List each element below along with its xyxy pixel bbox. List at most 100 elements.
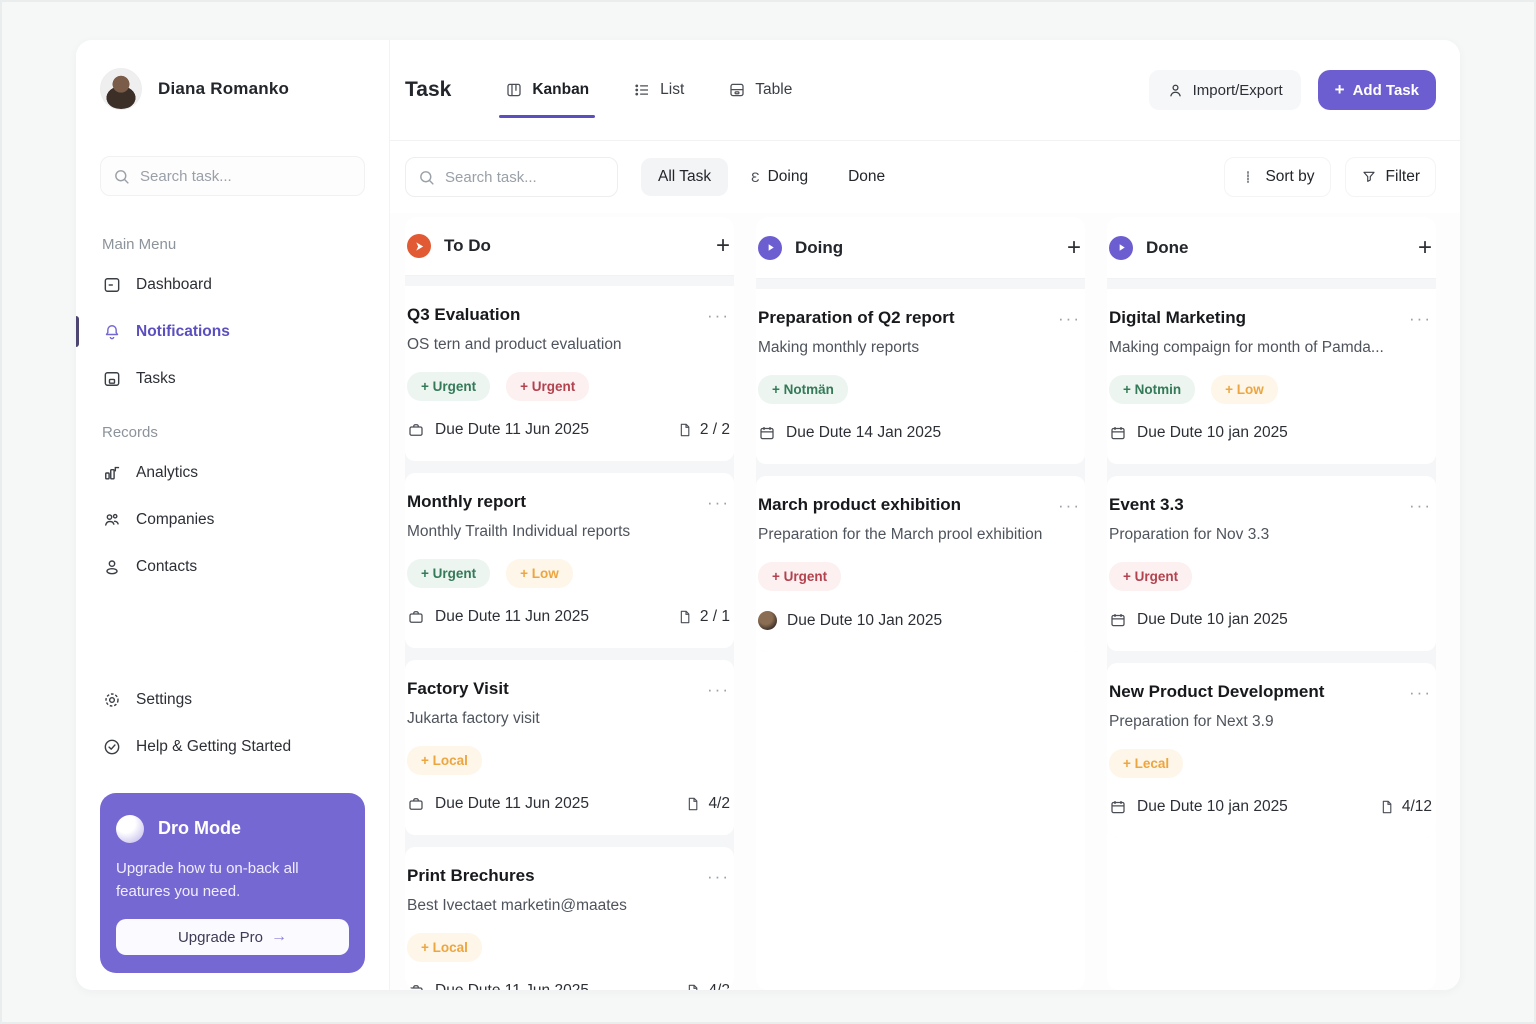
card-description: Monthly Trailth Individual reports [407,523,631,541]
tag-urgent[interactable]: + Urgent [1109,562,1193,591]
task-search-input[interactable] [445,168,605,186]
card-title: Preparation of Q2 report [758,308,955,327]
subtask-count: 2 / 2 [677,421,730,439]
task-card[interactable]: Preparation of Q2 report ··· Making mont… [756,289,1085,464]
card-title: Monthly report [407,492,526,512]
tag-urgent[interactable]: + Urgent [506,372,590,402]
sidebar-item-notifications[interactable]: Notifications [76,308,365,355]
tag-urgent[interactable]: + Urgent [407,372,491,402]
column-to-do: To Do + Q3 Evaluation ··· OS tern and pr… [405,217,734,990]
tab-label: List [660,81,685,98]
tag-lecal[interactable]: + Lecal [1109,749,1184,778]
card-title: Q3 Evaluation [407,305,521,325]
user-name: Diana Romanko [158,79,290,98]
tag-urgent[interactable]: + Urgent [758,562,842,591]
ellipsis-icon[interactable]: ··· [707,680,730,700]
ellipsis-icon[interactable]: ··· [1409,683,1432,702]
column-cards: Preparation of Q2 report ··· Making mont… [756,279,1085,652]
arrow-right-icon: → [271,928,288,945]
filter-button[interactable]: Filter [1344,157,1436,197]
done-status-icon [1109,235,1133,260]
task-card[interactable]: Print Brechures ··· Best Ivectaet market… [405,847,734,990]
ellipsis-icon[interactable]: ··· [1058,496,1081,515]
sidebar-item-label: Notifications [136,322,230,340]
ellipsis-icon[interactable]: ··· [707,493,730,513]
calendar-icon [1109,611,1127,629]
filter-chip-all-task[interactable]: All Task [641,158,729,196]
ellipsis-icon[interactable]: ··· [1409,496,1432,515]
tag-urgent[interactable]: + Urgent [407,559,491,589]
add-task-button[interactable]: + Add Task [1317,70,1436,110]
ellipsis-icon[interactable]: ··· [707,306,730,326]
kanban-icon [505,81,523,99]
ellipsis-icon[interactable]: ··· [707,867,730,887]
funnel-icon [1361,169,1377,185]
bar-chart-icon [102,463,122,483]
board-toolbar: All Task Ɛ Doing Done Sort by [390,141,1460,213]
tag-low[interactable]: + Low [506,559,573,589]
due-date-text: Due Dute 10 jan 2025 [1137,611,1288,628]
add-card-button[interactable]: + [715,232,730,260]
sort-by-button[interactable]: Sort by [1224,157,1331,197]
section-label-records: Records [102,424,158,441]
add-card-button[interactable]: + [1417,233,1432,261]
sidebar-search[interactable] [100,156,365,196]
tab-kanban[interactable]: Kanban [499,40,595,140]
header-actions: Import/Export + Add Task [1148,70,1436,110]
task-card[interactable]: Q3 Evaluation ··· OS tern and product ev… [405,286,734,462]
tab-table[interactable]: Table [728,40,792,140]
task-card[interactable]: Digital Marketing ··· Making compaign fo… [1107,289,1436,464]
people-icon [102,510,122,530]
sidebar-item-label: Settings [136,691,193,708]
subtask-count-text: 4/12 [1401,798,1432,815]
tag-notman[interactable]: + Notmän [758,375,848,404]
ellipsis-icon[interactable]: ··· [1058,309,1081,328]
task-card[interactable]: Event 3.3 ··· Proparation for Nov 3.3 + … [1107,476,1436,651]
page-title: Task [405,78,452,101]
subtask-count: 4/2 [685,795,730,813]
main-area: Task Kanban List [390,40,1460,990]
import-export-button[interactable]: Import/Export [1148,70,1301,110]
doing-glyph-icon: Ɛ [751,169,760,185]
sidebar-item-companies[interactable]: Companies [100,496,365,543]
user-profile[interactable]: Diana Romanko [100,68,365,110]
sidebar-item-contacts[interactable]: Contacts [100,543,365,590]
search-icon [418,169,435,186]
sidebar-search-input[interactable] [140,167,352,185]
tab-list[interactable]: List [633,40,684,140]
upgrade-pro-button[interactable]: Upgrade Pro → [116,919,349,955]
sidebar-item-dashboard[interactable]: Dashboard [100,261,365,308]
sidebar-item-label: Contacts [136,557,198,575]
card-description: OS tern and product evaluation [407,336,622,354]
task-card[interactable]: New Product Development ··· Preparation … [1107,663,1436,838]
column-title: To Do [444,236,491,256]
filter-chip-doing[interactable]: Ɛ Doing [734,158,825,196]
upgrade-promo-card: Dro Mode Upgrade how tu on-back all feat… [100,792,365,973]
sidebar-item-tasks[interactable]: Tasks [100,355,365,402]
due-date-text: Due Dute 14 Jan 2025 [786,424,942,441]
tag-low[interactable]: + Low [1211,375,1278,404]
filter-chip-done[interactable]: Done [831,158,902,196]
task-card[interactable]: March product exhibition ··· Preparation… [756,476,1085,652]
sidebar-item-help[interactable]: Help & Getting Started [100,724,365,771]
view-tabs: Kanban List Table [499,40,792,140]
contact-icon [102,557,122,577]
ellipsis-icon[interactable]: ··· [1409,309,1432,328]
add-card-button[interactable]: + [1066,233,1081,261]
due-date-text: Due Dute 11 Jun 2025 [435,608,589,626]
task-search[interactable] [405,157,618,197]
tab-label: Kanban [532,81,590,98]
tag-local[interactable]: + Local [407,933,482,963]
sidebar-item-settings[interactable]: Settings [100,677,365,724]
tag-notmin[interactable]: + Notmin [1109,375,1196,404]
subtask-count-text: 4/2 [708,795,730,813]
sidebar-item-analytics[interactable]: Analytics [100,449,365,496]
tasks-icon [102,369,122,389]
tag-local[interactable]: + Local [407,746,482,776]
task-card[interactable]: Monthly report ··· Monthly Trailth Indiv… [405,473,734,649]
due-date: Due Dute 11 Jun 2025 [407,982,589,990]
due-date-text: Due Dute 11 Jun 2025 [435,421,589,439]
task-card[interactable]: Factory Visit ··· Jukarta factory visit … [405,660,734,836]
subtask-count-text: 2 / 2 [699,421,730,439]
sidebar-item-label: Analytics [136,463,199,481]
